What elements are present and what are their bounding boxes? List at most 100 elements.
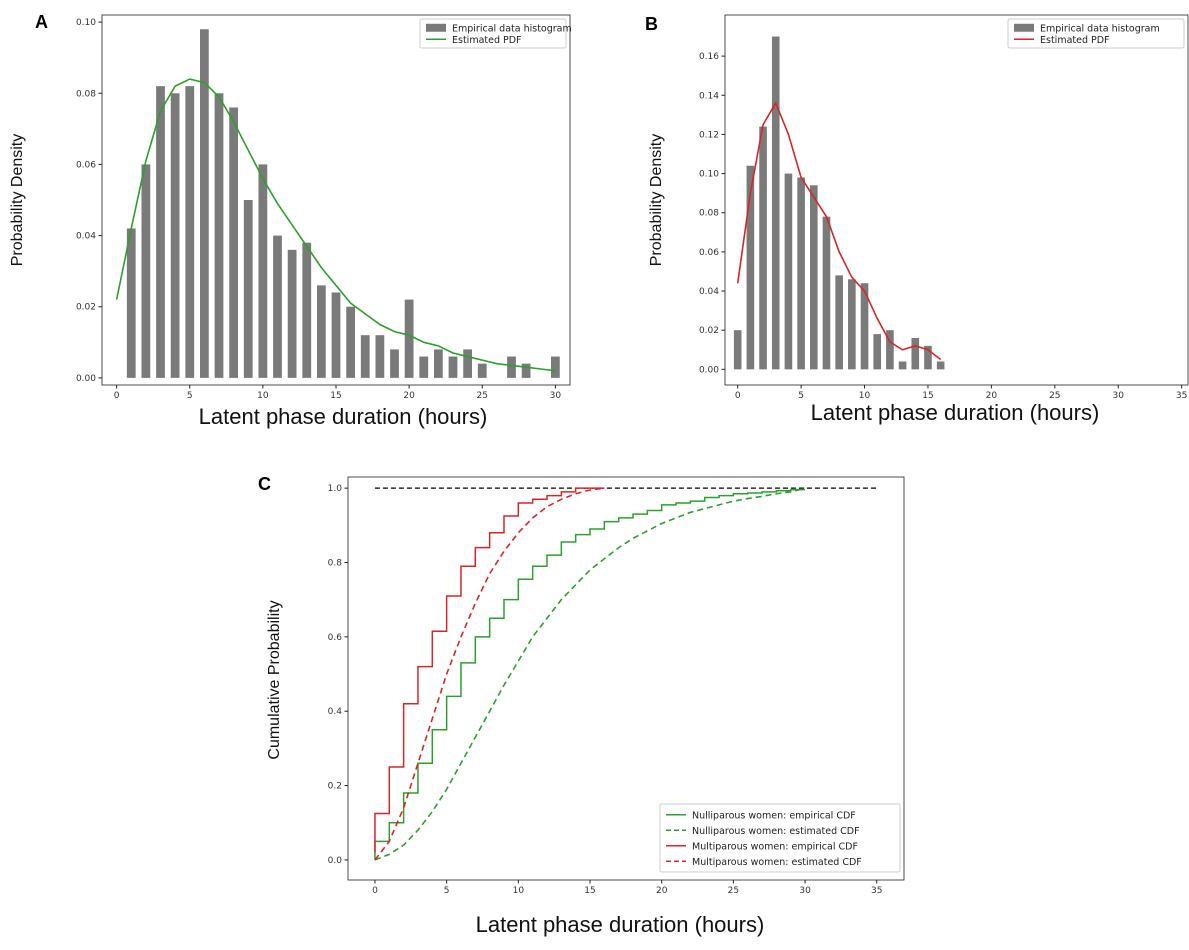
x-tick-label: 15 — [922, 391, 933, 401]
histogram-bar — [199, 29, 209, 378]
series-line — [736, 101, 942, 361]
histogram-bar — [156, 86, 165, 378]
histogram-bar — [936, 361, 945, 370]
x-tick-label: 5 — [798, 391, 804, 401]
y-tick-label: 0.4 — [328, 707, 343, 717]
x-tick-label: 20 — [403, 391, 415, 401]
y-tick-label: 0.08 — [76, 89, 96, 99]
panel-label: B — [645, 14, 658, 34]
x-tick-label: 20 — [656, 886, 668, 896]
y-tick-label: 0.14 — [699, 91, 719, 101]
series-line — [374, 488, 806, 860]
legend-label: Nulliparous women: empirical CDF — [692, 810, 856, 821]
y-tick-label: 0.08 — [699, 209, 719, 219]
histogram-bar — [287, 249, 297, 378]
histogram-bar — [316, 285, 326, 378]
series-line — [115, 78, 556, 372]
histogram-bar — [433, 349, 443, 378]
y-tick-label: 0.00 — [699, 365, 719, 375]
histogram-bar — [346, 306, 356, 378]
histogram-bar — [419, 356, 429, 378]
y-tick-label: 0.8 — [328, 559, 343, 569]
x-axis-label: Latent phase duration (hours) — [811, 400, 1100, 425]
x-tick-label: 35 — [871, 886, 882, 896]
histogram-bar — [822, 216, 831, 370]
legend-label: Multiparous women: empirical CDF — [692, 841, 858, 852]
histogram-bar — [550, 356, 560, 378]
histogram-bar — [243, 200, 253, 378]
x-tick-label: 10 — [859, 391, 871, 401]
legend-label: Empirical data histogram — [452, 23, 572, 34]
histogram-bar — [404, 299, 414, 378]
series-line — [374, 487, 605, 853]
plot-area — [374, 487, 877, 861]
histogram-bar — [924, 345, 932, 370]
histogram-bar — [784, 173, 793, 370]
legend-label: Nulliparous women: estimated CDF — [692, 826, 860, 837]
x-tick-label: 0 — [114, 391, 120, 401]
legend-box — [419, 18, 567, 49]
histogram-bar — [185, 86, 195, 378]
y-tick-label: 0.16 — [699, 52, 719, 62]
histogram-bar — [898, 361, 907, 370]
histogram-bar — [911, 338, 920, 370]
y-tick-label: 0.00 — [76, 374, 96, 384]
x-tick-label: 25 — [1049, 391, 1060, 401]
legend-swatch — [426, 23, 446, 32]
x-tick-label: 15 — [330, 391, 341, 401]
histogram-bar — [507, 356, 516, 378]
x-tick-label: 25 — [477, 391, 488, 401]
x-tick-label: 0 — [372, 886, 378, 896]
y-tick-label: 0.2 — [328, 782, 342, 792]
histogram-bar — [759, 126, 767, 370]
histogram-bar — [448, 356, 458, 378]
series-line — [374, 487, 605, 861]
histogram-bar — [273, 235, 282, 378]
x-tick-label: 0 — [735, 391, 741, 401]
histogram-bar — [302, 242, 312, 378]
y-tick-label: 0.0 — [328, 856, 343, 866]
legend-swatch — [1014, 23, 1034, 32]
histogram-bar — [860, 283, 869, 370]
plot-area — [115, 29, 560, 378]
x-tick-label: 30 — [550, 391, 562, 401]
x-tick-label: 30 — [1113, 391, 1125, 401]
legend: Nulliparous women: empirical CDF Nullipar… — [659, 803, 901, 873]
y-tick-label: 0.10 — [76, 18, 96, 28]
y-axis-label: Probability Density — [9, 134, 26, 267]
y-tick-label: 1.0 — [328, 484, 343, 494]
histogram-bar — [835, 275, 843, 370]
x-tick-label: 5 — [444, 886, 450, 896]
histogram-bar — [521, 363, 531, 378]
x-tick-label: 5 — [187, 391, 193, 401]
histogram-bar — [463, 349, 473, 378]
legend-box — [1007, 18, 1185, 49]
y-tick-label: 0.06 — [699, 248, 719, 258]
y-tick-label: 0.10 — [699, 170, 719, 180]
x-axis-label: Latent phase duration (hours) — [476, 912, 765, 937]
y-tick-label: 0.04 — [699, 287, 719, 297]
panel-label: A — [35, 12, 48, 32]
legend-label: Estimated PDF — [1040, 35, 1110, 46]
histogram-bar — [258, 164, 268, 378]
x-tick-label: 25 — [728, 886, 739, 896]
y-tick-label: 0.6 — [328, 633, 343, 643]
y-tick-label: 0.12 — [699, 130, 719, 140]
histogram-bar — [848, 279, 856, 370]
series-line — [374, 487, 806, 861]
x-axis-label: Latent phase duration (hours) — [199, 404, 488, 429]
legend-label: Estimated PDF — [452, 35, 522, 46]
histogram-bar — [873, 334, 882, 370]
legend-label: Empirical data histogram — [1040, 23, 1160, 34]
histogram-bar — [331, 292, 341, 378]
legend-label: Multiparous women: estimated CDF — [692, 857, 862, 868]
histogram-bar — [477, 363, 487, 378]
histogram-bar — [126, 228, 136, 378]
histogram-bar — [214, 93, 224, 378]
histogram-bar — [229, 107, 239, 378]
histogram-bar — [746, 165, 755, 370]
